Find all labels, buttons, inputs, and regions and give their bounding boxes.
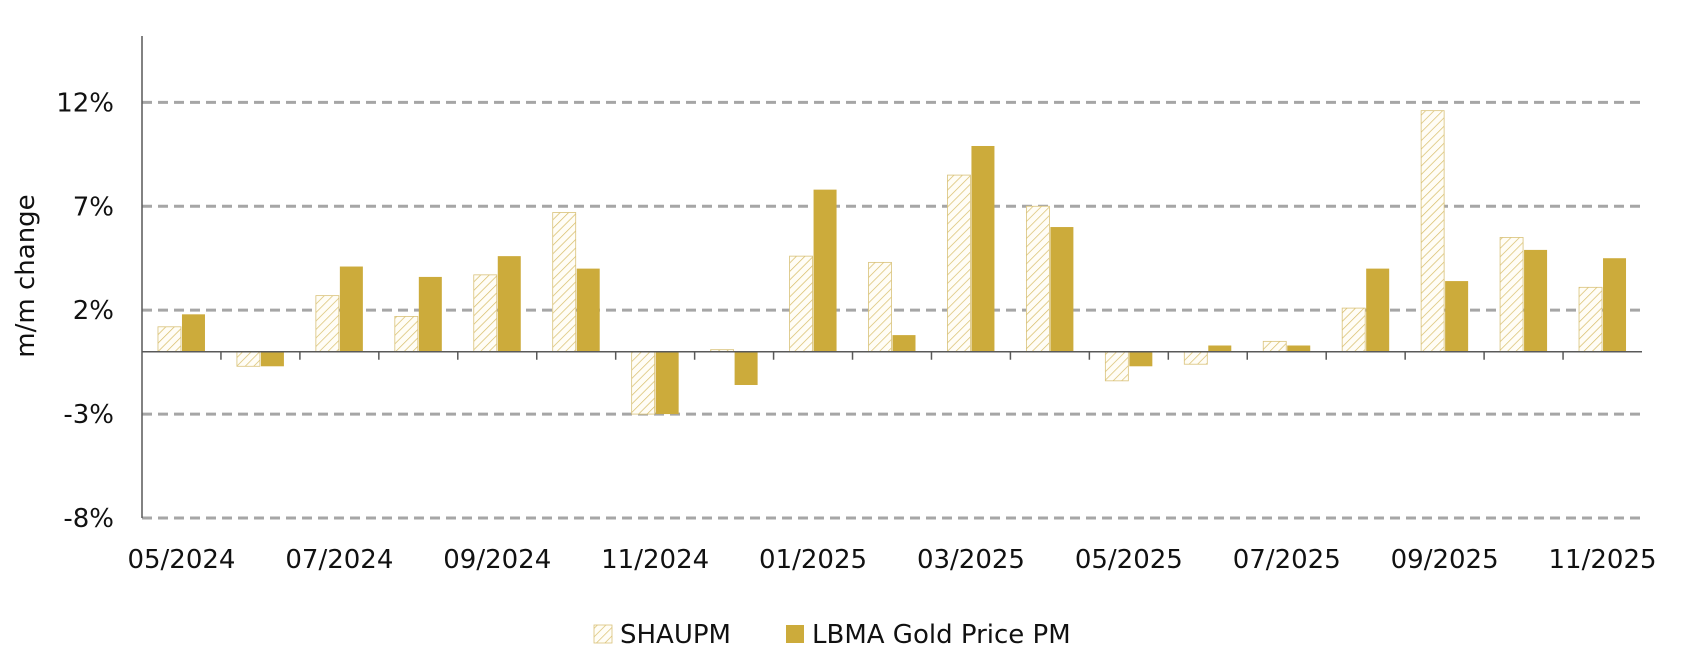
bar-lbma-gold-price-pm-06-2025 xyxy=(1208,345,1232,352)
x-tick-label: 11/2024 xyxy=(601,545,709,575)
x-axis-ticks: 05/2024 07/2024 09/2024 11/2024 01/2025 03/20… xyxy=(127,351,1657,575)
x-tick-label: 05/2025 xyxy=(1075,545,1183,575)
bar-shaupm-01-2025 xyxy=(789,255,813,353)
x-tick-label: 09/2025 xyxy=(1391,545,1499,575)
legend-swatch-lbma-gold-price-pm xyxy=(786,625,804,643)
bar-lbma-gold-price-pm-11-2024 xyxy=(655,351,679,415)
y-tick-label: 7% xyxy=(73,192,114,222)
y-axis-ticks: -8% -3% 2% 7% 12% xyxy=(56,88,114,534)
bar-lbma-gold-price-pm-10-2024 xyxy=(576,268,600,352)
bar-lbma-gold-price-pm-01-2025 xyxy=(813,189,837,352)
x-tick-label: 07/2024 xyxy=(285,545,393,575)
bar-shaupm-09-2024 xyxy=(473,274,498,353)
legend: SHAUPM LBMA Gold Price PM xyxy=(593,620,1071,650)
bars xyxy=(157,110,1627,415)
bar-lbma-gold-price-pm-10-2025 xyxy=(1524,249,1548,352)
bar-shaupm-07-2025 xyxy=(1262,340,1287,353)
bar-lbma-gold-price-pm-07-2025 xyxy=(1287,345,1311,352)
bar-shaupm-06-2024 xyxy=(236,351,261,367)
bar-lbma-gold-price-pm-09-2024 xyxy=(497,256,521,352)
bar-shaupm-10-2025 xyxy=(1499,237,1524,353)
bar-shaupm-02-2025 xyxy=(868,261,892,353)
legend-label-lbma-gold-price-pm: LBMA Gold Price PM xyxy=(812,620,1071,650)
x-tick-label: 07/2025 xyxy=(1233,545,1341,575)
bar-lbma-gold-price-pm-08-2025 xyxy=(1366,268,1390,352)
bar-lbma-gold-price-pm-11-2025 xyxy=(1603,258,1627,352)
y-tick-label: -8% xyxy=(63,504,114,534)
x-tick-label: 05/2024 xyxy=(127,545,235,575)
bar-lbma-gold-price-pm-06-2024 xyxy=(260,351,284,367)
bar-lbma-gold-price-pm-12-2024 xyxy=(734,351,758,385)
y-tick-label: 2% xyxy=(73,296,114,326)
x-tick-label: 09/2024 xyxy=(443,545,551,575)
bar-shaupm-05-2025 xyxy=(1104,351,1129,382)
gridlines xyxy=(142,100,1642,520)
x-tick-label: 01/2025 xyxy=(759,545,867,575)
bar-lbma-gold-price-pm-05-2024 xyxy=(181,314,205,352)
bar-lbma-gold-price-pm-07-2024 xyxy=(339,266,363,352)
bar-shaupm-09-2025 xyxy=(1420,110,1445,353)
bar-shaupm-10-2024 xyxy=(552,212,577,353)
bar-lbma-gold-price-pm-03-2025 xyxy=(971,145,995,352)
y-axis-title: m/m change xyxy=(11,194,41,357)
bar-shaupm-06-2025 xyxy=(1183,351,1208,365)
bar-shaupm-11-2025 xyxy=(1578,286,1603,353)
bar-shaupm-03-2025 xyxy=(947,174,971,353)
bar-shaupm-08-2024 xyxy=(394,316,419,353)
x-tick-label: 03/2025 xyxy=(917,545,1025,575)
bar-shaupm-08-2025 xyxy=(1341,307,1366,353)
bar-lbma-gold-price-pm-04-2025 xyxy=(1050,227,1074,352)
bar-shaupm-05-2024 xyxy=(157,326,182,353)
bar-lbma-gold-price-pm-08-2024 xyxy=(418,276,442,352)
bar-lbma-gold-price-pm-02-2025 xyxy=(892,335,916,352)
y-tick-label: -3% xyxy=(63,400,114,430)
bar-shaupm-04-2025 xyxy=(1025,205,1050,353)
legend-swatch-shaupm xyxy=(593,624,613,644)
y-tick-label: 12% xyxy=(56,88,114,118)
x-tick-label: 11/2025 xyxy=(1549,545,1657,575)
bar-lbma-gold-price-pm-05-2025 xyxy=(1129,351,1153,367)
legend-label-shaupm: SHAUPM xyxy=(620,620,731,650)
bar-shaupm-07-2024 xyxy=(315,295,340,353)
bar-lbma-gold-price-pm-09-2025 xyxy=(1445,281,1469,352)
bar-shaupm-11-2024 xyxy=(631,351,656,415)
